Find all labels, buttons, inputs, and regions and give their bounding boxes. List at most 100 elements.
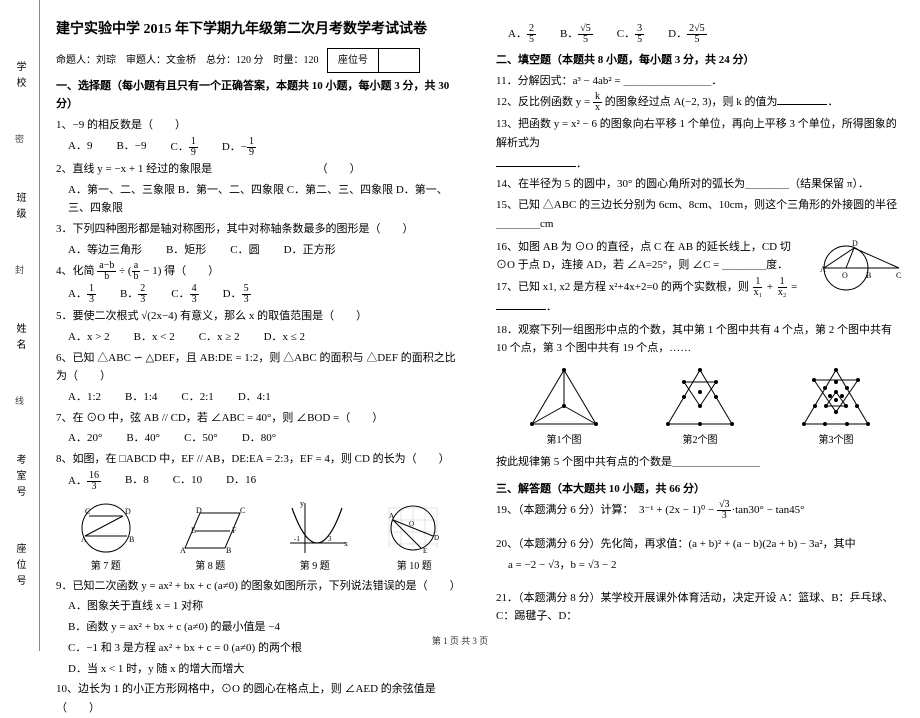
q7-c: C．50° xyxy=(184,429,218,448)
q8-b: B．8 xyxy=(125,471,149,492)
trifig3: 第3个图 xyxy=(796,362,876,449)
q12: 12、反比例函数 y = kx 的图象经过点 A(−2, 3)，则 k 的值为． xyxy=(496,92,904,113)
fig7: ABCD 第 7 题 xyxy=(71,498,141,575)
svg-text:A: A xyxy=(81,535,87,544)
figcap10: 第 10 题 xyxy=(379,558,449,575)
q7: 7、在 ⊙O 中，弦 AB // CD，若 ∠ABC = 40°，则 ∠BOD … xyxy=(56,409,464,428)
q5-opts: A．x > 2 B．x < 2 C．x ≥ 2 D．x ≤ 2 xyxy=(68,328,464,347)
q11: 11．分解因式：a³ − 4ab² = ＿＿＿＿＿＿＿＿． xyxy=(496,72,904,91)
svg-text:A: A xyxy=(180,546,186,555)
q4-c: C．43 xyxy=(171,284,198,305)
q4: 4、化简 a−bb ÷ (ab − 1) 得（ ） xyxy=(56,261,464,282)
q1-b: B．−9 xyxy=(116,137,146,158)
meta-line: 命题人：刘琮 审题人：文金桥 总分：120 分 时量：120 座位号 xyxy=(56,48,464,73)
q2: 2、直线 y = −x + 1 经过的象限是 （ ） xyxy=(56,160,464,179)
q4-a: A．13 xyxy=(68,284,96,305)
q20b: a = −2 − √3，b = √3 − 2 xyxy=(508,556,904,575)
seat-blank[interactable] xyxy=(379,49,419,72)
svg-text:D: D xyxy=(434,534,439,542)
q13-blank: ． xyxy=(496,155,904,174)
q8-a: A．163 xyxy=(68,471,101,492)
svg-text:D: D xyxy=(125,507,131,516)
figcap7: 第 7 题 xyxy=(71,558,141,575)
fig9: xy-13 第 9 题 xyxy=(280,498,350,575)
triangle-figures: 第1个图 第2个图 xyxy=(496,362,904,449)
fig10: O A DE 第 10 题 xyxy=(379,498,449,575)
q7-d: D．80° xyxy=(242,429,276,448)
tricap1: 第1个图 xyxy=(524,432,604,449)
q6: 6、已知 △ABC ∽ △DEF，且 AB:DE = 1:2，则 △ABC 的面… xyxy=(56,349,464,386)
q5-d: D．x ≤ 2 xyxy=(264,328,305,347)
q17: 17、已知 x1, x2 是方程 x²+4x+2=0 的两个实数根，则 1x₁ … xyxy=(496,277,806,317)
q9a: A．图象关于直线 x = 1 对称 xyxy=(68,597,464,616)
svg-text:B: B xyxy=(866,271,871,280)
page-footer: 第 1 页 共 3 页 xyxy=(0,634,920,647)
section2-head: 二、填空题（本题共 8 小题，每小题 3 分，共 24 分） xyxy=(496,51,904,70)
gutter-label-name: 姓名 xyxy=(12,323,27,355)
meta-text: 命题人：刘琮 审题人：文金桥 总分：120 分 时量：120 xyxy=(56,55,319,66)
gutter-label-class: 班级 xyxy=(12,192,27,224)
q3-c: C．圆 xyxy=(230,241,259,260)
q15: 15、已知 △ABC 的三边长分别为 6cm、8cm、10cm，则这个三角形的外… xyxy=(496,196,904,233)
q10-c: C．35 xyxy=(617,24,644,45)
svg-text:C: C xyxy=(240,506,245,515)
q3-a: A．等边三角形 xyxy=(68,241,142,260)
q7-a: A．20° xyxy=(68,429,102,448)
seat-label: 座位号 xyxy=(328,49,379,72)
q19: 19、（本题满分 6 分）计算： 3⁻¹ + (2x − 1)⁰ − √33·t… xyxy=(496,500,904,521)
q8-opts: A．163 B．8 C．10 D．16 xyxy=(68,471,464,492)
q1-opts: A．9 B．−9 C．19 D．−19 xyxy=(68,137,464,158)
gutter-seal-1: 密 xyxy=(13,134,26,151)
q10: 10、边长为 1 的小正方形网格中，⊙O 的圆心在格点上，则 ∠AED 的余弦值… xyxy=(56,680,464,717)
svg-text:-1: -1 xyxy=(294,535,300,543)
q6-d: D．4:1 xyxy=(238,388,271,407)
q21: 21．（本题满分 8 分）某学校开展课外体育活动，决定开设 A：篮球、B：乒乓球… xyxy=(496,589,904,626)
q9d: D．当 x < 1 时，y 随 x 的增大而增大 xyxy=(68,660,464,679)
q16: 16、如图 AB 为 ⊙O 的直径，点 C 在 AB 的延长线上，CD 切 ⊙O… xyxy=(496,238,806,275)
q1-a: A．9 xyxy=(68,137,92,158)
q10-d: D．2√55 xyxy=(668,24,706,45)
q9: 9．已知二次函数 y = ax² + bx + c (a≠0) 的图象如图所示，… xyxy=(56,577,464,596)
binding-gutter: 学校 密 班级 封 姓名 线 考室号 座位号 xyxy=(0,0,40,651)
seat-box: 座位号 xyxy=(327,48,420,73)
q6-b: B．1:4 xyxy=(125,388,157,407)
left-column: 建宁实验中学 2015 年下学期九年级第二次月考数学考试试卷 命题人：刘琮 审题… xyxy=(40,0,480,651)
q5-a: A．x > 2 xyxy=(68,328,110,347)
section3-head: 三、解答题（本大题共 10 小题，共 66 分） xyxy=(496,480,904,499)
svg-text:E: E xyxy=(191,526,196,535)
q3-d: D．正方形 xyxy=(284,241,336,260)
q6-a: A．1:2 xyxy=(68,388,101,407)
figcap9: 第 9 题 xyxy=(280,558,350,575)
trifig2: 第2个图 xyxy=(660,362,740,449)
fig8: ABCDEF 第 8 题 xyxy=(170,503,250,575)
q1-c: C．19 xyxy=(171,137,198,158)
q3: 3．下列四种图形都是轴对称图形，其中对称轴条数最多的图形是（ ） xyxy=(56,220,464,239)
trifig1: 第1个图 xyxy=(524,362,604,449)
svg-text:A: A xyxy=(820,265,826,274)
q8-d: D．16 xyxy=(226,471,256,492)
q1: 1、−9 的相反数是（ ） xyxy=(56,116,464,135)
tricap2: 第2个图 xyxy=(660,432,740,449)
svg-text:B: B xyxy=(226,546,231,555)
svg-text:3: 3 xyxy=(328,535,332,543)
svg-text:C: C xyxy=(85,507,90,516)
section1-head: 一、选择题（每小题有且只有一个正确答案，本题共 10 小题，每小题 3 分，共 … xyxy=(56,77,464,114)
gutter-label-seat: 座位号 xyxy=(12,543,27,591)
svg-text:A: A xyxy=(389,512,394,520)
q3-b: B．矩形 xyxy=(166,241,206,260)
gutter-seal-2: 封 xyxy=(13,265,26,282)
figcap8: 第 8 题 xyxy=(170,558,250,575)
svg-text:F: F xyxy=(232,526,237,535)
q3-opts: A．等边三角形 B．矩形 C．圆 D．正方形 xyxy=(68,241,464,260)
svg-text:O: O xyxy=(409,520,414,528)
q4-d: D．53 xyxy=(223,284,251,305)
right-column: A．25 B．√55 C．35 D．2√55 二、填空题（本题共 8 小题，每小… xyxy=(480,0,920,651)
svg-text:D: D xyxy=(852,239,858,248)
q13: 13、把函数 y = x² − 6 的图象向右平移 1 个单位，再向上平移 3 … xyxy=(496,115,904,152)
svg-text:E: E xyxy=(423,547,427,555)
q2-opts: A．第一、二、三象限 B．第一、二、四象限 C．第二、三、四象限 D．第一、三、… xyxy=(68,181,464,218)
q4-b: B．23 xyxy=(120,284,147,305)
q8: 8、如图，在 □ABCD 中，EF // AB，DE:EA = 2:3，EF =… xyxy=(56,450,464,469)
exam-title: 建宁实验中学 2015 年下学期九年级第二次月考数学考试试卷 xyxy=(56,18,464,42)
q6-c: C．2:1 xyxy=(181,388,213,407)
